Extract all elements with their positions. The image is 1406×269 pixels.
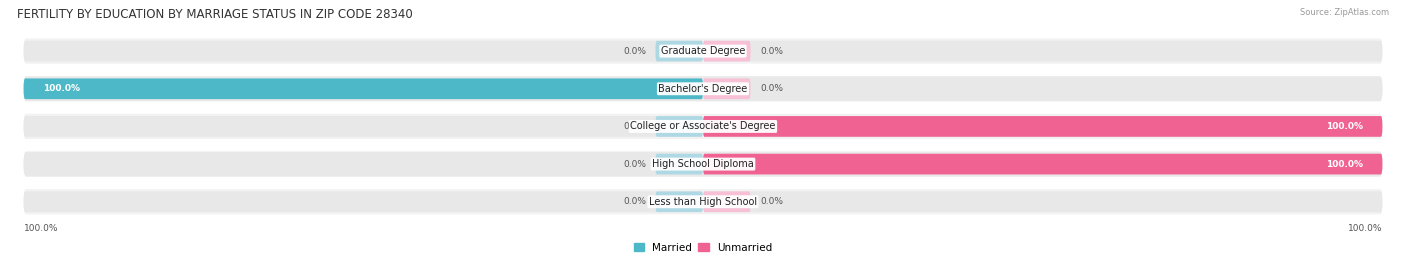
Text: Source: ZipAtlas.com: Source: ZipAtlas.com xyxy=(1301,8,1389,17)
FancyBboxPatch shape xyxy=(24,192,703,212)
Text: 0.0%: 0.0% xyxy=(623,122,645,131)
FancyBboxPatch shape xyxy=(703,116,1382,137)
Text: 100.0%: 100.0% xyxy=(24,224,58,233)
FancyBboxPatch shape xyxy=(703,41,1382,62)
Text: FERTILITY BY EDUCATION BY MARRIAGE STATUS IN ZIP CODE 28340: FERTILITY BY EDUCATION BY MARRIAGE STATU… xyxy=(17,8,412,21)
FancyBboxPatch shape xyxy=(703,154,1382,174)
Legend: Married, Unmarried: Married, Unmarried xyxy=(630,238,776,257)
Text: 100.0%: 100.0% xyxy=(1326,122,1364,131)
FancyBboxPatch shape xyxy=(655,116,703,137)
FancyBboxPatch shape xyxy=(24,38,1382,64)
FancyBboxPatch shape xyxy=(703,78,1382,99)
FancyBboxPatch shape xyxy=(703,154,1382,174)
FancyBboxPatch shape xyxy=(24,154,703,174)
FancyBboxPatch shape xyxy=(24,116,703,137)
FancyBboxPatch shape xyxy=(24,151,1382,177)
Text: 100.0%: 100.0% xyxy=(42,84,80,93)
FancyBboxPatch shape xyxy=(24,41,703,62)
FancyBboxPatch shape xyxy=(703,192,1382,212)
FancyBboxPatch shape xyxy=(703,41,751,62)
FancyBboxPatch shape xyxy=(24,78,703,99)
Text: 0.0%: 0.0% xyxy=(761,84,783,93)
FancyBboxPatch shape xyxy=(655,154,703,174)
FancyBboxPatch shape xyxy=(24,189,1382,214)
Text: 0.0%: 0.0% xyxy=(623,47,645,56)
Text: Less than High School: Less than High School xyxy=(650,197,756,207)
Text: 0.0%: 0.0% xyxy=(623,197,645,206)
FancyBboxPatch shape xyxy=(655,192,703,212)
Text: 100.0%: 100.0% xyxy=(1326,160,1364,169)
Text: College or Associate's Degree: College or Associate's Degree xyxy=(630,121,776,132)
FancyBboxPatch shape xyxy=(703,78,751,99)
FancyBboxPatch shape xyxy=(24,78,703,99)
FancyBboxPatch shape xyxy=(24,114,1382,139)
Text: High School Diploma: High School Diploma xyxy=(652,159,754,169)
Text: 100.0%: 100.0% xyxy=(1348,224,1382,233)
Text: Graduate Degree: Graduate Degree xyxy=(661,46,745,56)
Text: 0.0%: 0.0% xyxy=(761,197,783,206)
Text: 0.0%: 0.0% xyxy=(623,160,645,169)
Text: 0.0%: 0.0% xyxy=(761,47,783,56)
FancyBboxPatch shape xyxy=(703,116,1382,137)
FancyBboxPatch shape xyxy=(703,192,751,212)
FancyBboxPatch shape xyxy=(655,41,703,62)
Text: Bachelor's Degree: Bachelor's Degree xyxy=(658,84,748,94)
FancyBboxPatch shape xyxy=(24,76,1382,101)
